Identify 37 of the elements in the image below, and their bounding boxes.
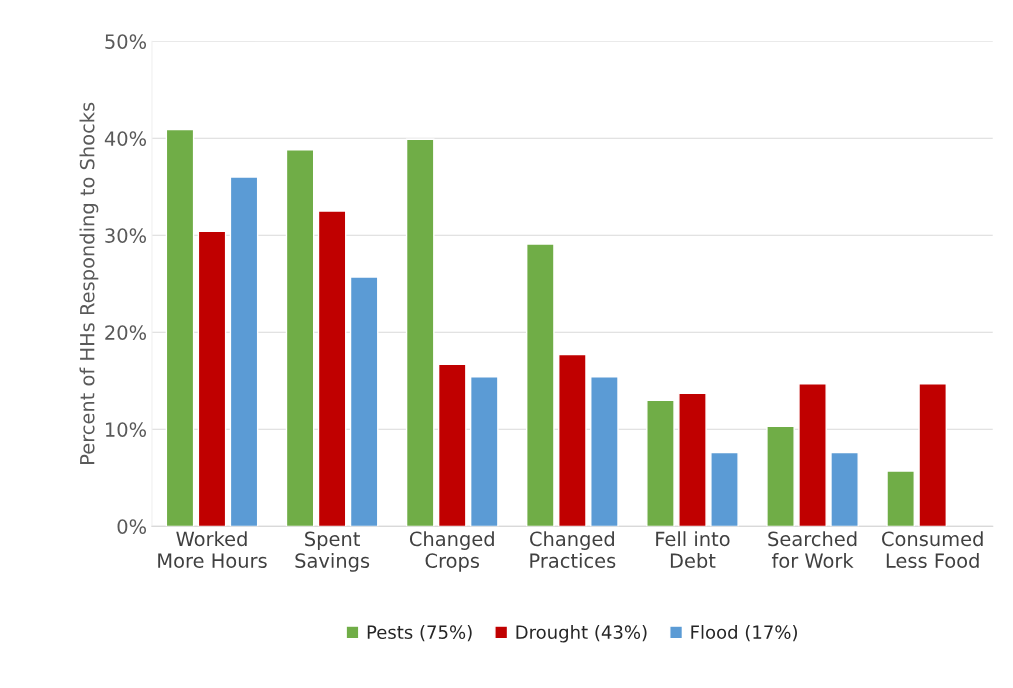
bar [437, 363, 467, 527]
bar [886, 470, 915, 527]
x-tick-label: Consumed Less Food [882, 531, 983, 569]
x-tick-label: Spent Savings [295, 531, 370, 572]
bar [918, 383, 947, 527]
bar [197, 230, 227, 527]
y-tick-label: 50% [105, 34, 147, 49]
bar [646, 399, 675, 527]
y-tick-label: 20% [105, 325, 147, 340]
bar [469, 376, 499, 527]
x-tick-label: Changed Practices [530, 531, 616, 569]
x-tick-label: Fell into Debt [656, 531, 730, 569]
x-tick-label: Searched for Work [768, 531, 857, 569]
bar [165, 128, 195, 527]
x-tick-label: Changed Crops [409, 531, 494, 572]
y-axis-title: Percent of HHs Responding to Shocks [79, 102, 99, 464]
bar [710, 451, 739, 527]
y-tick-label: 10% [106, 422, 147, 437]
bar [317, 210, 347, 527]
y-tick-label: 40% [104, 131, 147, 146]
bar [558, 353, 587, 527]
legend-label: Pests (75%) [367, 625, 472, 642]
bar [229, 176, 259, 527]
bar [285, 149, 315, 527]
bar [349, 276, 379, 527]
bar [830, 451, 859, 527]
bar [405, 138, 435, 527]
y-tick-label: 0% [117, 519, 147, 534]
bar [678, 392, 707, 527]
legend-label: Drought (43%) [516, 625, 647, 643]
legend-label: Flood (17%) [691, 625, 797, 642]
x-tick-label: Worked More Hours [158, 531, 267, 569]
bar [798, 383, 827, 527]
bar [590, 376, 619, 527]
y-tick-label: 30% [105, 228, 147, 243]
bar [526, 243, 555, 527]
bar [766, 425, 795, 527]
